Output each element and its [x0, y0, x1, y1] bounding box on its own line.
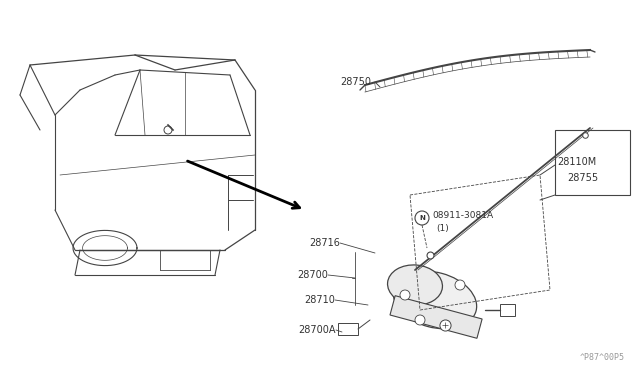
Circle shape: [455, 280, 465, 290]
Text: 28750: 28750: [340, 77, 371, 87]
Circle shape: [415, 315, 425, 325]
Bar: [500, 304, 515, 316]
Text: 28755: 28755: [567, 173, 598, 183]
Text: N: N: [419, 215, 425, 221]
Bar: [338, 323, 358, 335]
Ellipse shape: [388, 265, 442, 305]
Circle shape: [400, 290, 410, 300]
Text: (1): (1): [436, 224, 449, 232]
Text: 28710: 28710: [304, 295, 335, 305]
Text: ^P87^00P5: ^P87^00P5: [580, 353, 625, 362]
Text: 28110M: 28110M: [557, 157, 596, 167]
Bar: [390, 296, 482, 338]
Text: 28700A: 28700A: [298, 325, 336, 335]
Text: 08911-3081A: 08911-3081A: [432, 211, 493, 219]
Text: 28716: 28716: [309, 238, 340, 248]
Text: 28700: 28700: [297, 270, 328, 280]
Bar: [555, 130, 630, 195]
Circle shape: [415, 211, 429, 225]
Circle shape: [164, 126, 172, 134]
Ellipse shape: [394, 271, 477, 329]
